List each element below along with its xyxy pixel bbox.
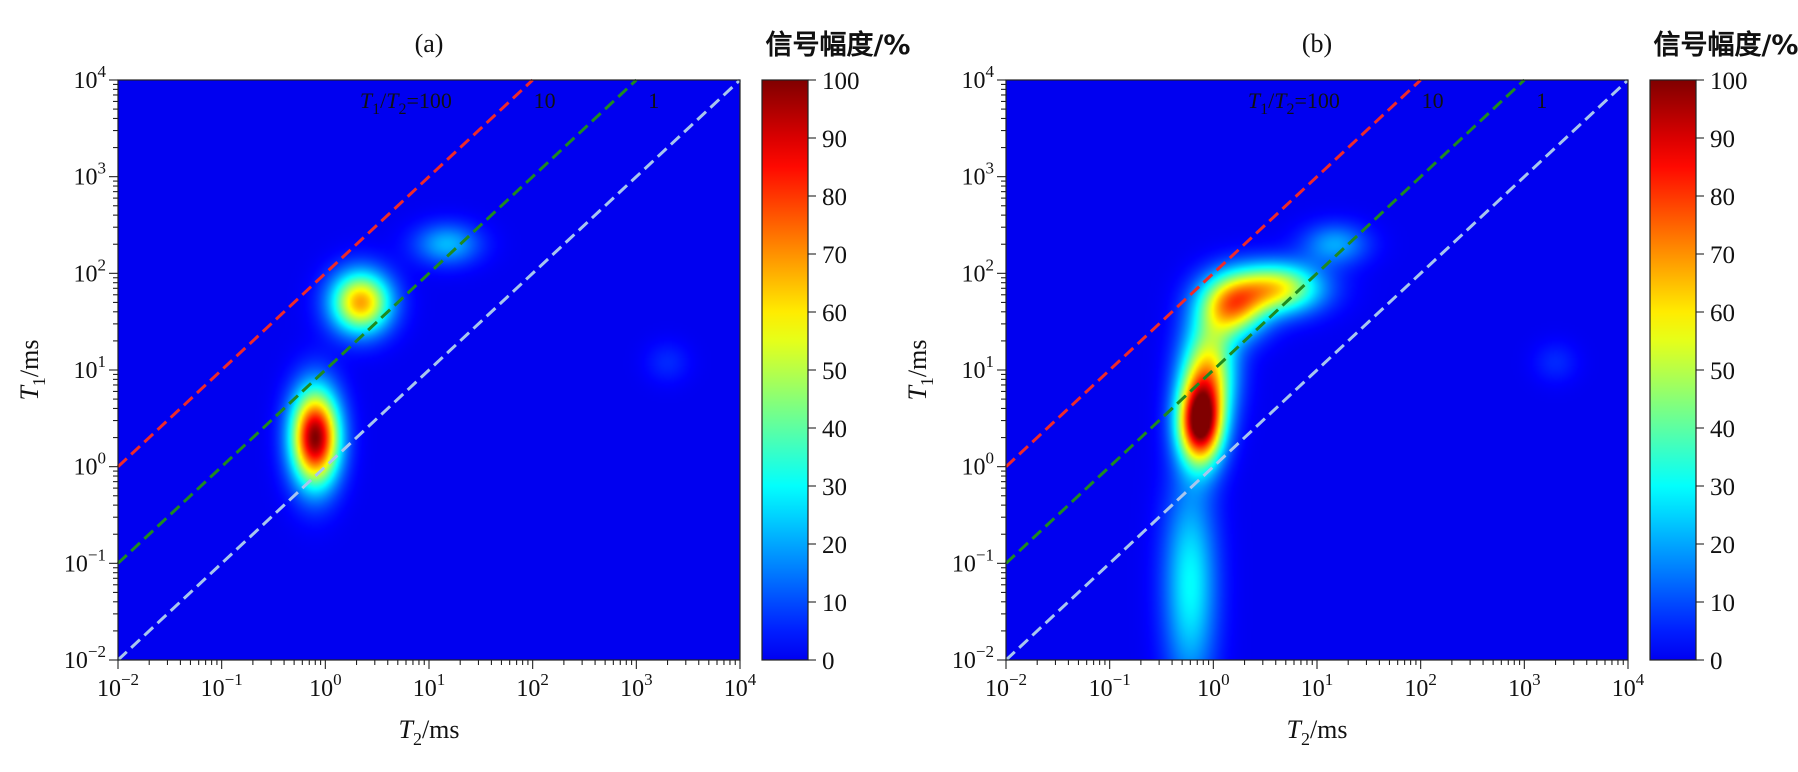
colorbar-tick-label: 10 <box>1710 590 1735 617</box>
colorbar-tick-label: 50 <box>1710 358 1735 385</box>
x-tick-label: 103 <box>1508 670 1541 702</box>
x-tick-label: 104 <box>1612 670 1645 702</box>
x-axis-label: T2/ms <box>398 715 459 749</box>
ratio-label-1: 1 <box>648 88 659 113</box>
axis-ticks <box>997 79 1629 669</box>
y-tick-label: 10−2 <box>952 642 994 674</box>
ratio-line-1 <box>116 78 742 662</box>
ratio-line-1 <box>1004 78 1630 662</box>
colorbar-tick-label: 20 <box>822 532 847 559</box>
y-tick-label: 10−1 <box>64 545 106 577</box>
x-tick-label: 101 <box>1301 670 1334 702</box>
colorbar-tick-label: 90 <box>1710 126 1735 153</box>
colorbar-tick-label: 0 <box>1710 648 1723 675</box>
panel-label: (b) <box>1302 29 1332 58</box>
x-tick-label: 101 <box>413 670 446 702</box>
x-tick-label: 102 <box>516 670 549 702</box>
colorbar-tick-label: 30 <box>822 474 847 501</box>
x-tick-label: 103 <box>620 670 653 702</box>
colorbar-title: 信号幅度/% <box>1654 29 1798 61</box>
y-axis-label: T1/ms <box>903 339 937 400</box>
colorbar-tick-label: 60 <box>1710 300 1735 327</box>
colorbar-gradient <box>761 79 809 661</box>
colorbar-tick-label: 0 <box>822 648 835 675</box>
x-tick-label: 10−2 <box>97 670 139 702</box>
colorbar-tick-label: 10 <box>822 590 847 617</box>
ratio-label-10: 10 <box>534 88 556 113</box>
y-tick-label: 103 <box>962 159 995 191</box>
y-tick-label: 104 <box>74 62 107 94</box>
colorbar: 0 10 20 30 40 50 60 70 80 90 100 信号幅度/% <box>1649 29 1798 675</box>
y-tick-label: 102 <box>962 255 995 287</box>
colorbar-tick-label: 40 <box>1710 416 1735 443</box>
colorbar: 0 10 20 30 40 50 60 70 80 90 100 信号幅度/% <box>761 29 911 675</box>
y-tick-label: 10−1 <box>952 545 994 577</box>
y-axis-label: T1/ms <box>15 339 49 400</box>
colorbar-tick-label: 70 <box>822 242 847 269</box>
ratio-label-100: T1/T2=100 <box>1248 88 1340 118</box>
colorbar-tick-label: 80 <box>1710 184 1735 211</box>
x-tick-label: 104 <box>724 670 757 702</box>
colorbar-tick-label: 50 <box>822 358 847 385</box>
colorbar-tick-label: 90 <box>822 126 847 153</box>
colorbar-tick-label: 30 <box>1710 474 1735 501</box>
ratio-label-1: 1 <box>1536 88 1547 113</box>
x-axis-label: T2/ms <box>1286 715 1347 749</box>
axis-ticks <box>109 79 741 669</box>
ratio-label-10: 10 <box>1422 88 1444 113</box>
panel-a: T1/T2=100 10 110−2 10−1 100 101 102 103 10410−21… <box>15 29 910 749</box>
colorbar-tick-label: 70 <box>1710 242 1735 269</box>
ratio-label-100: T1/T2=100 <box>360 88 452 118</box>
y-tick-label: 100 <box>962 449 995 481</box>
colorbar-tick-label: 60 <box>822 300 847 327</box>
y-tick-label: 101 <box>962 352 995 384</box>
ratio-line-10 <box>1004 78 1526 565</box>
y-tick-label: 103 <box>74 159 107 191</box>
x-tick-label: 10−1 <box>1089 670 1131 702</box>
y-tick-label: 10−2 <box>64 642 106 674</box>
x-tick-label: 10−2 <box>985 670 1027 702</box>
y-tick-label: 100 <box>74 449 107 481</box>
x-tick-label: 10−1 <box>201 670 243 702</box>
colorbar-tick-label: 80 <box>822 184 847 211</box>
ratio-line-100 <box>116 78 534 468</box>
colorbar-tick-label: 100 <box>1710 68 1748 95</box>
x-tick-label: 100 <box>309 670 342 702</box>
y-tick-label: 102 <box>74 255 107 287</box>
panel-label: (a) <box>415 29 444 58</box>
x-tick-label: 102 <box>1404 670 1437 702</box>
y-tick-label: 101 <box>74 352 107 384</box>
colorbar-gradient <box>1649 79 1697 661</box>
ratio-line-100 <box>1004 78 1422 468</box>
colorbar-tick-label: 100 <box>822 68 860 95</box>
panel-b: T1/T2=100 10 110−2 10−1 100 101 102 103 10410−21… <box>903 29 1798 749</box>
colorbar-tick-label: 40 <box>822 416 847 443</box>
colorbar-tick-label: 20 <box>1710 532 1735 559</box>
ratio-line-10 <box>116 78 638 565</box>
x-tick-label: 100 <box>1197 670 1230 702</box>
y-tick-label: 104 <box>962 62 995 94</box>
colorbar-title: 信号幅度/% <box>766 29 911 61</box>
